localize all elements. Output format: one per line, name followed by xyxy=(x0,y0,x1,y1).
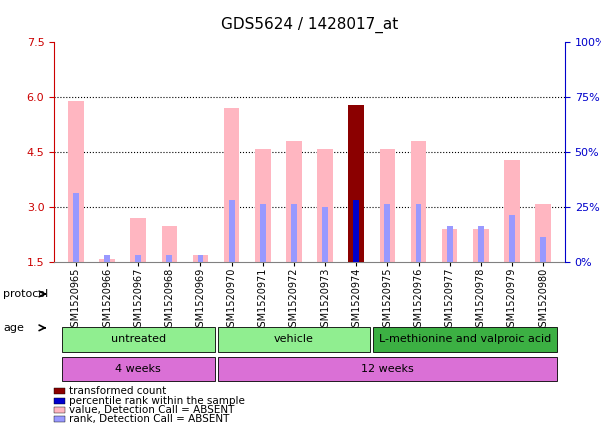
FancyBboxPatch shape xyxy=(62,327,215,352)
Bar xyxy=(410,141,426,262)
Bar xyxy=(54,388,65,394)
FancyBboxPatch shape xyxy=(62,357,215,382)
Bar xyxy=(54,416,65,422)
FancyBboxPatch shape xyxy=(373,327,557,352)
FancyBboxPatch shape xyxy=(218,327,370,352)
Bar xyxy=(193,255,209,262)
FancyBboxPatch shape xyxy=(218,357,557,382)
Bar xyxy=(104,255,110,262)
Bar xyxy=(68,101,84,262)
Text: rank, Detection Call = ABSENT: rank, Detection Call = ABSENT xyxy=(69,414,230,423)
Text: L-methionine and valproic acid: L-methionine and valproic acid xyxy=(379,335,551,344)
Bar xyxy=(540,236,546,262)
Bar xyxy=(317,148,333,262)
Bar xyxy=(291,203,297,262)
Text: age: age xyxy=(3,323,24,333)
Bar xyxy=(349,104,364,262)
Bar xyxy=(385,203,390,262)
Bar xyxy=(260,203,266,262)
Bar xyxy=(255,148,270,262)
Bar xyxy=(99,258,115,262)
Bar xyxy=(229,200,234,262)
Bar xyxy=(353,200,359,262)
Bar xyxy=(442,229,457,262)
Bar xyxy=(473,229,489,262)
Bar xyxy=(535,203,551,262)
Bar xyxy=(415,203,421,262)
Text: vehicle: vehicle xyxy=(274,335,314,344)
Text: 12 weeks: 12 weeks xyxy=(361,364,413,374)
Bar xyxy=(135,255,141,262)
Text: protocol: protocol xyxy=(3,289,48,299)
Text: transformed count: transformed count xyxy=(69,386,166,396)
Text: 4 weeks: 4 weeks xyxy=(115,364,161,374)
Text: untreated: untreated xyxy=(111,335,166,344)
Bar xyxy=(447,225,453,262)
Bar xyxy=(478,225,484,262)
Text: percentile rank within the sample: percentile rank within the sample xyxy=(69,396,245,406)
Bar xyxy=(509,214,515,262)
Bar xyxy=(286,141,302,262)
Bar xyxy=(380,148,395,262)
Bar xyxy=(322,207,328,262)
Bar xyxy=(166,255,172,262)
Text: value, Detection Call = ABSENT: value, Detection Call = ABSENT xyxy=(69,405,234,415)
Bar xyxy=(224,108,239,262)
Bar xyxy=(54,398,65,404)
Bar xyxy=(130,218,146,262)
Bar xyxy=(54,407,65,413)
Text: GDS5624 / 1428017_at: GDS5624 / 1428017_at xyxy=(221,17,398,33)
Bar xyxy=(198,255,204,262)
Bar xyxy=(504,159,520,262)
Bar xyxy=(162,225,177,262)
Bar xyxy=(73,192,79,262)
